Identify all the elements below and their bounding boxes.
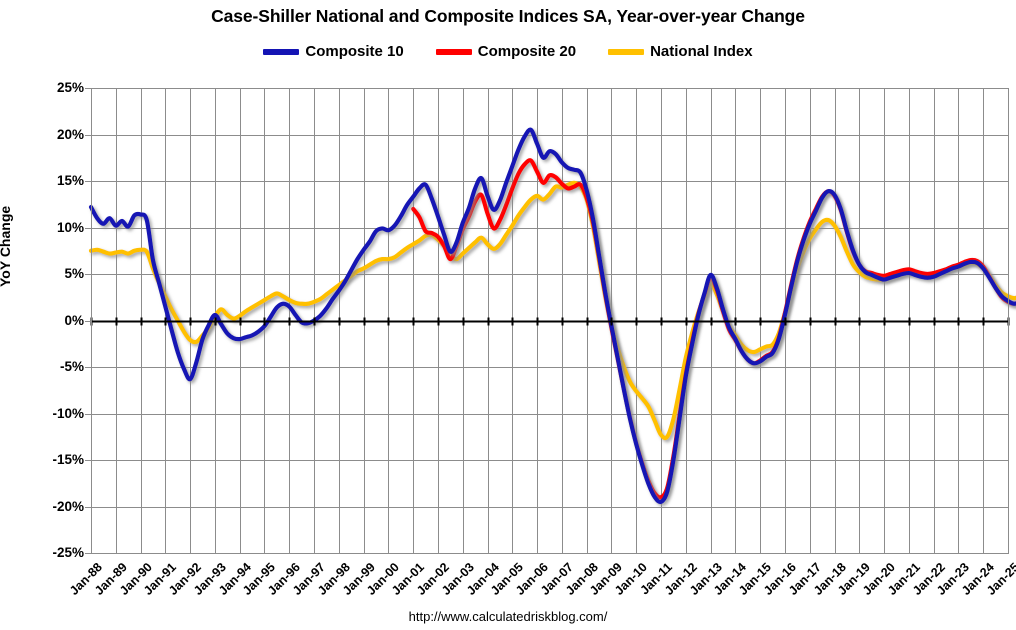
axis-lines	[85, 88, 1010, 554]
legend-composite-20-label: Composite 20	[477, 43, 577, 60]
series-line-composite-10	[88, 127, 1016, 505]
legend-composite-10-swatch	[263, 48, 300, 55]
y-axis-tick-labels: 25% 20% 15% 10% 5% 0% -5% -10% -15% -20% -25%	[0, 0, 84, 630]
y-tick-label: -10%	[52, 405, 84, 421]
y-tick-label: -20%	[52, 498, 84, 514]
legend-national-index-swatch	[608, 48, 645, 55]
y-tick-label: 15%	[56, 173, 84, 188]
legend-composite-20[interactable]: Composite 20	[435, 43, 577, 60]
y-tick-label: 5%	[64, 266, 84, 281]
y-tick-label: -25%	[52, 545, 84, 560]
y-tick-label: 20%	[56, 126, 84, 142]
chart-title: Case-Shiller National and Composite Indi…	[211, 6, 805, 26]
legend-composite-10[interactable]: Composite 10	[263, 43, 404, 60]
legend-composite-20-swatch	[435, 48, 472, 55]
legend-composite-10-label: Composite 10	[305, 43, 404, 60]
y-tick-label: 0%	[64, 312, 84, 328]
chart-legend: Composite 10 Composite 20 National Index	[0, 44, 1016, 59]
y-tick-label: -15%	[52, 452, 84, 467]
y-tick-label: 10%	[56, 219, 84, 235]
legend-national-index[interactable]: National Index	[608, 44, 753, 59]
y-tick-label: -5%	[59, 359, 84, 374]
legend-national-index-label: National Index	[650, 43, 753, 60]
y-tick-label: 25%	[56, 80, 84, 95]
source-url: http://www.calculatedriskblog.com/	[408, 609, 608, 624]
data-series	[88, 127, 1016, 505]
series-line-national-index	[88, 180, 1016, 441]
